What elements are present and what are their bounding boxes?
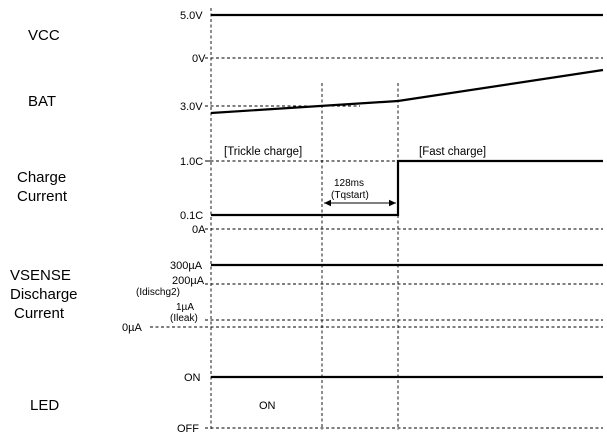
signal-label-vcc: VCC bbox=[28, 27, 60, 44]
level-cc-high: 1.0C bbox=[180, 156, 203, 168]
signal-label-charge-current-line2: Current bbox=[17, 188, 68, 205]
level-bat: 3.0V bbox=[180, 101, 203, 113]
level-vcc-high: 5.0V bbox=[180, 10, 203, 22]
level-vs-mid-name: (Idischg2) bbox=[136, 287, 180, 298]
phase-fast-charge: [Fast charge] bbox=[419, 146, 486, 158]
level-vs-zero: 0µA bbox=[122, 322, 142, 334]
level-vs-high: 300µA bbox=[170, 260, 203, 272]
phase-trickle-charge: [Trickle charge] bbox=[224, 146, 302, 158]
charge-current-trace bbox=[211, 159, 603, 217]
level-vs-mid: 200µA bbox=[172, 275, 205, 287]
led-state-label: ON bbox=[259, 400, 276, 412]
signal-label-led: LED bbox=[30, 397, 59, 414]
signal-label-vsense-line3: Current bbox=[14, 305, 65, 322]
bat-trace bbox=[210, 68, 604, 115]
level-vs-low: 1µA bbox=[176, 302, 194, 313]
delay-name: (Tqstart) bbox=[331, 190, 369, 201]
level-led-on: ON bbox=[184, 372, 201, 384]
level-cc-zero: 0A bbox=[192, 224, 206, 236]
level-vcc-low: 0V bbox=[192, 53, 206, 65]
signal-label-vsense-line1: VSENSE bbox=[10, 267, 71, 284]
signal-label-charge-current-line1: Charge bbox=[17, 169, 66, 186]
level-cc-low: 0.1C bbox=[180, 210, 203, 222]
signal-label-vsense-line2: Discharge bbox=[10, 286, 78, 303]
delay-value: 128ms bbox=[334, 178, 364, 189]
signal-label-bat: BAT bbox=[28, 93, 56, 110]
level-vs-low-name: (Ileak) bbox=[170, 313, 198, 324]
level-led-off: OFF bbox=[177, 423, 199, 435]
